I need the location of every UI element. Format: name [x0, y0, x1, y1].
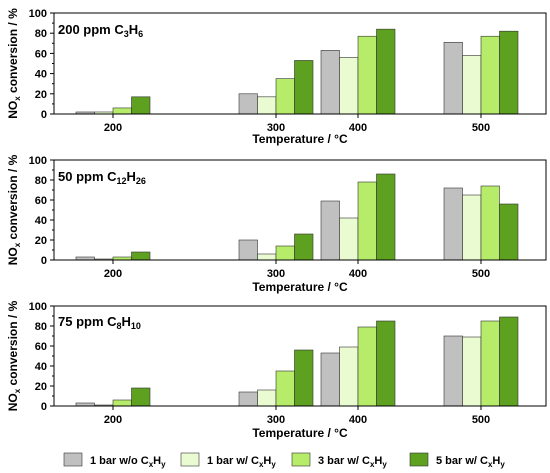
y-tick-label: 80 [35, 321, 47, 333]
bar-p3-s1-c2 [238, 391, 258, 407]
y-tick-label: 80 [35, 28, 47, 40]
y-axis-label: NOx conversion / % [6, 8, 22, 119]
legend: 1 bar w/o CxHy 1 bar w/ CxHy 3 bar w/ CxHy… [63, 452, 505, 469]
x-tick-label: 200 [104, 122, 122, 134]
y-tick-label: 40 [35, 361, 47, 373]
bar-p2-s4-c1 [131, 251, 151, 261]
bar-p3-s1-c3 [320, 352, 340, 407]
bar-p1-s4-c3 [376, 28, 396, 115]
y-tick-label: 60 [35, 195, 47, 207]
x-tick-label: 300 [267, 414, 285, 426]
x-axis-label: Temperature / °C [252, 132, 348, 146]
bar-p1-s1-c2 [238, 93, 258, 115]
x-tick-label: 500 [472, 268, 490, 280]
bar-p3-s3-c2 [275, 370, 295, 407]
y-tick-label: 0 [41, 255, 47, 267]
bar-p2-s4-c2 [294, 233, 314, 261]
y-tick-label: 100 [29, 155, 47, 167]
x-tick-label: 500 [472, 414, 490, 426]
bar-p2-s2-c2 [257, 253, 277, 261]
bar-p1-s4-c4 [499, 30, 519, 115]
legend-label-4: 5 bar w/ CxHy [436, 455, 505, 469]
bar-p3-s2-c3 [339, 346, 359, 407]
chart-panel-3: 0 20 40 60 80 100 200 300 400 500 Temperature / °C… [6, 300, 547, 440]
legend-label-1: 1 bar w/o CxHy [90, 455, 166, 469]
bar-p1-s2-c2 [257, 96, 277, 115]
bar-p2-s4-c4 [499, 203, 519, 261]
x-tick-label: 400 [349, 268, 367, 280]
bar-p3-s1-c4 [443, 335, 463, 407]
y-tick-label: 0 [41, 109, 47, 121]
bar-p2-s4-c3 [376, 173, 396, 261]
x-tick-label: 400 [349, 122, 367, 134]
bar-p2-s1-c2 [238, 239, 258, 261]
bar-p2-s2-c3 [339, 217, 359, 261]
x-tick-label: 500 [472, 122, 490, 134]
bar-p3-s4-c3 [376, 320, 396, 407]
bar-p1-s2-c3 [339, 57, 359, 115]
y-tick-label: 40 [35, 69, 47, 81]
x-axis-label: Temperature / °C [252, 280, 348, 294]
bar-p3-s3-c3 [357, 326, 377, 407]
y-tick-label: 60 [35, 341, 47, 353]
bar-p3-s4-c4 [499, 316, 519, 407]
x-tick-label: 400 [349, 414, 367, 426]
panel-title: 200 ppm C3H6 [58, 22, 143, 39]
bar-p3-s3-c1 [112, 399, 132, 407]
y-tick-label: 80 [35, 175, 47, 187]
y-tick-label: 20 [35, 381, 47, 393]
bar-p3-s2-c2 [257, 389, 277, 407]
bar-p2-s3-c4 [480, 185, 500, 261]
bar-p1-s1-c3 [320, 50, 340, 115]
y-tick-label: 60 [35, 48, 47, 60]
legend-swatch-3 [291, 452, 311, 467]
bar-p1-s3-c3 [357, 35, 377, 115]
y-tick-label: 100 [29, 301, 47, 313]
chart-panel-1: 0 20 40 60 80 100 200 300 400 500 Temperature / °C… [6, 8, 547, 146]
bar-p1-s2-c4 [462, 55, 482, 115]
bar-p2-s1-c4 [443, 187, 463, 261]
legend-swatch-1 [63, 452, 83, 467]
bar-p1-s3-c2 [275, 78, 295, 115]
y-tick-label: 20 [35, 89, 47, 101]
bar-p3-s4-c2 [294, 349, 314, 407]
panel-title: 75 ppm C8H10 [58, 314, 141, 331]
bar-p2-s1-c3 [320, 200, 340, 261]
bar-p1-s4-c2 [294, 60, 314, 115]
x-tick-label: 200 [104, 268, 122, 280]
bar-p1-s4-c1 [131, 96, 151, 115]
y-tick-label: 40 [35, 215, 47, 227]
bar-p2-s3-c3 [357, 181, 377, 261]
y-axis-label: NOx conversion / % [6, 154, 22, 265]
panel-title: 50 ppm C12H26 [58, 169, 146, 186]
legend-label-2: 1 bar w/ CxHy [207, 455, 276, 469]
bar-p1-s3-c4 [480, 35, 500, 115]
y-tick-label: 100 [29, 8, 47, 20]
x-axis-label: Temperature / °C [252, 426, 348, 440]
bar-p1-s1-c4 [443, 41, 463, 115]
y-tick-label: 0 [41, 401, 47, 413]
bar-p3-s4-c1 [131, 387, 151, 407]
bar-p3-s2-c4 [462, 336, 482, 407]
bar-p2-s2-c4 [462, 194, 482, 261]
y-axis-label: NOx conversion / % [6, 300, 22, 411]
legend-swatch-4 [409, 452, 429, 467]
legend-label-3: 3 bar w/ CxHy [318, 455, 387, 469]
legend-swatch-2 [180, 452, 200, 467]
bar-p1-s3-c1 [112, 107, 132, 115]
x-tick-label: 300 [267, 268, 285, 280]
x-tick-label: 300 [267, 122, 285, 134]
bar-p3-s3-c4 [480, 320, 500, 407]
bar-p2-s3-c2 [275, 245, 295, 261]
x-tick-label: 200 [104, 414, 122, 426]
chart-panel-2: 0 20 40 60 80 100 200 300 400 500 Temperature / °C… [6, 154, 547, 294]
y-tick-label: 20 [35, 235, 47, 247]
